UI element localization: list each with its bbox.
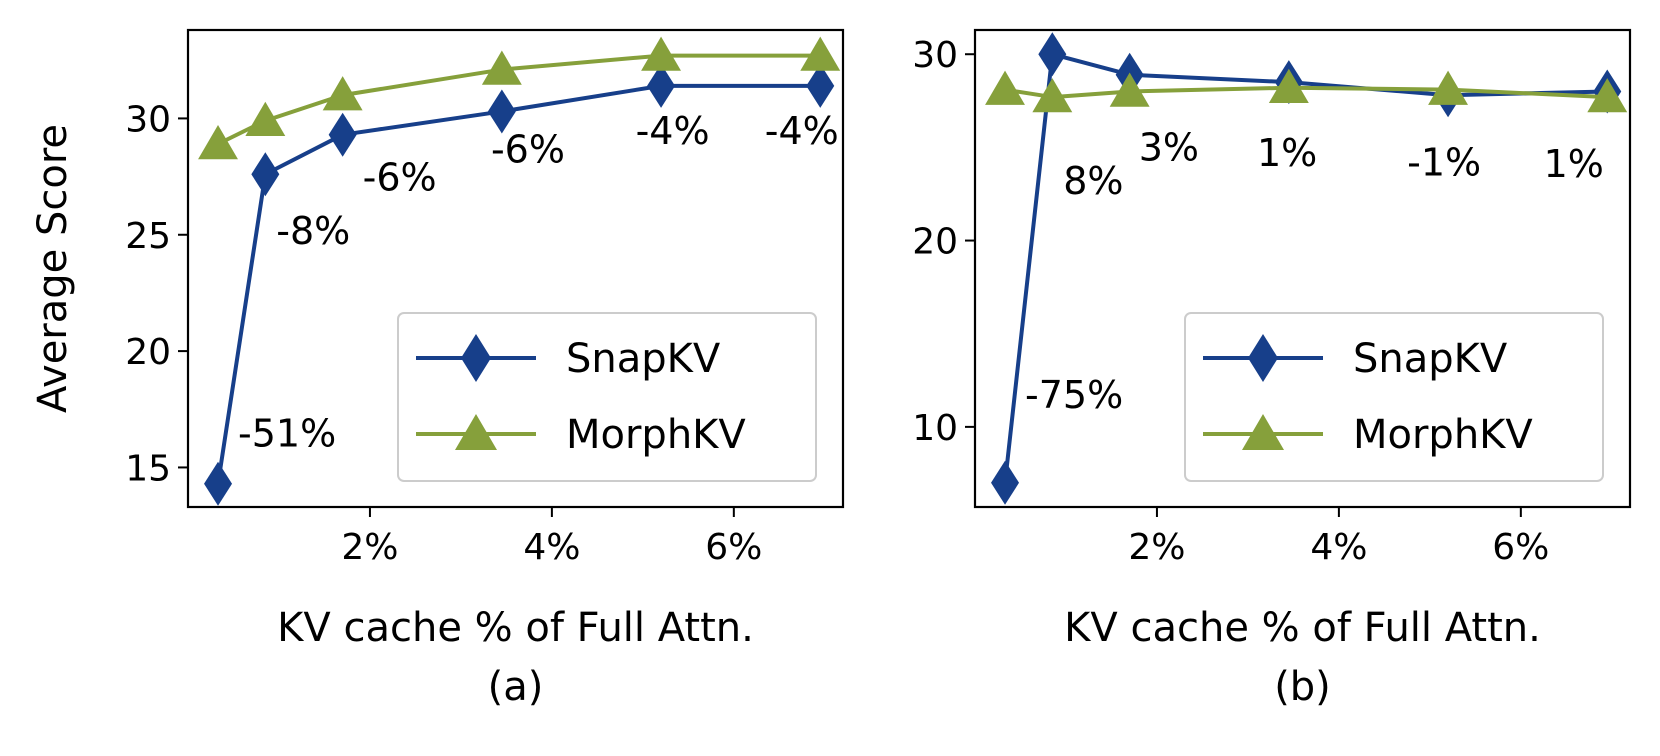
data-point-morphkv [800,36,841,71]
data-point-snapkv [806,63,835,108]
data-annotation: 3% [1139,125,1199,169]
series-line-snapkv [1003,52,1610,485]
legend-label: SnapKV [1353,336,1508,382]
data-point-snapkv [204,461,233,506]
legend-box [1184,312,1604,482]
panel-a: 2% 4% 6% 15 20 25 30 KV cache % of Full Attn. Av… [30,28,845,710]
data-annotation: -1% [1407,140,1481,184]
data-annotation: 8% [1063,159,1123,203]
data-annotation: -51% [238,412,336,456]
panel-caption: (b) [1274,664,1331,710]
data-point-morphkv [481,50,522,85]
x-tick-label: 6% [1492,527,1549,568]
data-point-morphkv [245,101,286,136]
x-tick-label: 2% [341,527,398,568]
y-axis-label: Average Score [30,124,76,413]
plot-frame [186,28,845,509]
y-tick-label: 30 [912,35,958,76]
data-point-snapkv [328,112,357,157]
data-annotation: -6% [363,156,437,200]
data-annotation: 1% [1257,131,1317,175]
legend-marker [455,414,497,450]
series-line-snapkv [216,83,823,486]
data-point-morphkv [1587,78,1628,113]
x-tick-label: 4% [523,527,580,568]
data-point-morphkv [1109,72,1150,107]
legend-marker [1248,334,1278,382]
x-axis-label: KV cache % of Full Attn. [277,605,754,651]
x-tick-label: 4% [1310,527,1367,568]
data-point-snapkv [647,63,676,108]
data-point-morphkv [641,36,682,71]
data-point-morphkv [1428,70,1469,105]
panel-b: 2% 4% 6% 10 20 30 KV cache % of Full Attn. (b) -… [912,28,1632,710]
plot-frame [973,28,1632,509]
data-annotation: -4% [636,109,710,153]
legend-label: MorphKV [566,412,746,458]
y-tick-label: 20 [912,222,958,263]
data-point-snapkv [251,152,280,197]
y-tick-label: 10 [912,408,958,449]
data-point-morphkv [1032,78,1073,113]
data-point-snapkv [991,460,1020,505]
x-tick-label: 2% [1128,527,1185,568]
data-point-morphkv [1268,68,1309,103]
x-axis-label: KV cache % of Full Attn. [1064,605,1541,651]
data-point-morphkv [198,125,238,160]
legend-marker [1242,414,1284,450]
y-tick-label: 15 [125,448,171,489]
data-point-snapkv [1038,32,1067,77]
data-point-morphkv [322,76,363,111]
data-point-snapkv [487,89,516,134]
data-annotation: -75% [1025,373,1123,417]
data-annotation: -6% [491,128,565,172]
series-line-morphkv [1003,85,1610,100]
legend-marker [461,334,491,382]
panel-caption: (a) [488,664,544,710]
x-tick-label: 6% [705,527,762,568]
data-point-morphkv [985,70,1025,105]
data-annotation: 1% [1544,142,1604,186]
legend-box [397,312,817,482]
y-tick-label: 25 [125,216,171,257]
y-tick-label: 20 [125,332,171,373]
y-tick-label: 30 [125,99,171,140]
legend-label: MorphKV [1353,412,1533,458]
data-annotation: -8% [276,209,350,253]
legend-label: SnapKV [566,336,721,382]
data-annotation: -4% [765,109,839,153]
